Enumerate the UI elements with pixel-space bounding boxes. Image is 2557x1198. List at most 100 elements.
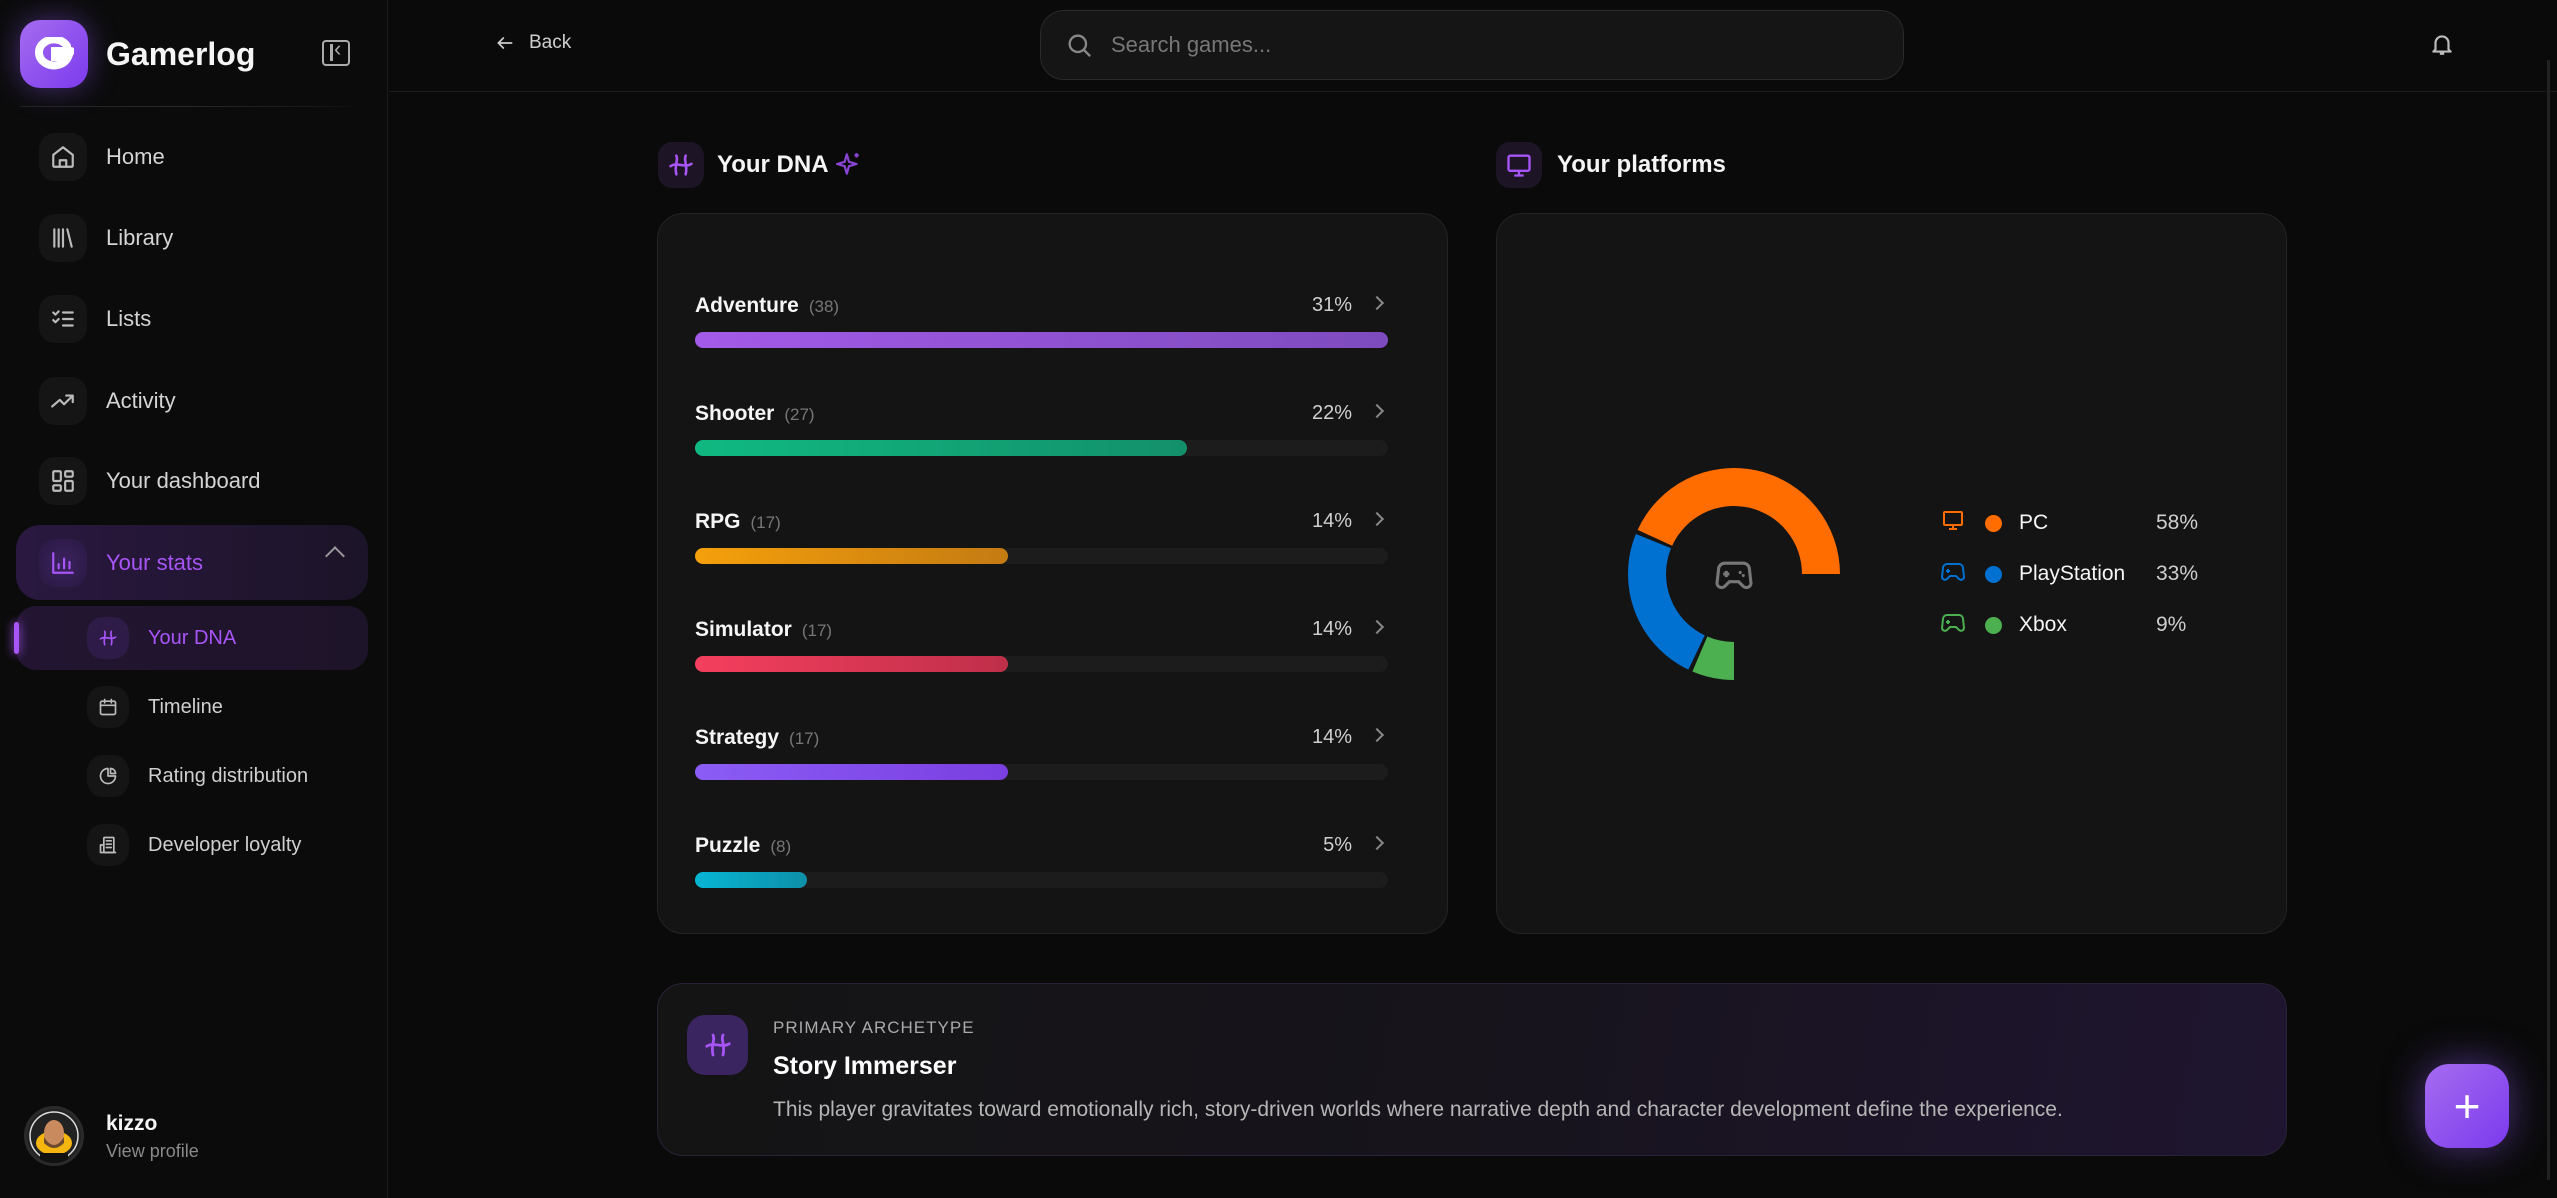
sidebar-item-library[interactable]: Library [39, 213, 173, 263]
user-name[interactable]: kizzo [106, 1112, 158, 1135]
bell-icon[interactable] [2429, 30, 2455, 58]
chevron-up-icon[interactable] [325, 546, 345, 566]
search-bar[interactable] [1040, 10, 1904, 80]
view-profile-link[interactable]: View profile [106, 1141, 199, 1161]
sidebar-subitem-label: Rating distribution [148, 764, 309, 787]
genre-percent: 14% [1311, 510, 1352, 532]
arrow-left-icon [497, 37, 513, 49]
genre-bar-track [695, 332, 1388, 348]
genre-name: Simulator [695, 618, 792, 641]
genre-row-simulator[interactable]: Simulator (17) 14% [695, 618, 1388, 700]
chevron-right-icon[interactable] [1369, 835, 1385, 851]
genre-row-puzzle[interactable]: Puzzle (8) 5% [695, 834, 1388, 916]
genre-bar-track [695, 440, 1388, 456]
genre-bar-fill [695, 656, 1008, 672]
gamepad-icon [1940, 560, 1966, 588]
platform-percent: 33% [2156, 562, 2199, 585]
sidebar-item-label: Your dashboard [106, 468, 261, 493]
dna-icon [687, 1015, 748, 1075]
search-icon [1068, 34, 1091, 57]
archetype-eyebrow: PRIMARY ARCHETYPE [773, 1018, 975, 1037]
donut-segment-xbox[interactable] [1692, 636, 1734, 680]
genre-row-adventure[interactable]: Adventure (38) 31% [695, 294, 1388, 376]
genre-count: (27) [784, 405, 815, 424]
sidebar-item-label: Home [106, 144, 165, 169]
donut-segment-pc[interactable] [1637, 467, 1840, 574]
platform-name: Xbox [2019, 613, 2067, 636]
app-logo[interactable] [20, 20, 88, 88]
sidebar-item-label: Your stats [106, 549, 204, 575]
gamepad-icon [1715, 561, 1753, 590]
genre-count: (38) [808, 297, 840, 316]
home-icon [39, 133, 87, 181]
dna-icon [87, 617, 129, 659]
monitor-icon [1941, 508, 1965, 538]
chevron-right-icon[interactable] [1369, 403, 1385, 419]
genre-row-strategy[interactable]: Strategy (17) 14% [695, 726, 1388, 808]
legend-dot [1985, 565, 2002, 583]
sidebar-subitem-label: Timeline [148, 695, 223, 718]
legend-dot [1985, 616, 2002, 634]
sidebar-item-your-stats[interactable]: Your stats [16, 525, 368, 600]
genre-bar-track [695, 764, 1388, 780]
scrollbar[interactable] [2547, 60, 2550, 1180]
search-input[interactable] [1111, 32, 1871, 58]
bar-chart-icon [39, 538, 87, 587]
genre-percent: 14% [1311, 618, 1352, 640]
genre-bar-fill [695, 548, 1008, 564]
platform-donut-chart [1628, 467, 1840, 680]
genre-percent: 14% [1311, 726, 1352, 748]
gamepad-icon [1940, 611, 1966, 639]
avatar[interactable] [24, 1106, 84, 1166]
collapse-sidebar-icon[interactable] [322, 36, 350, 66]
genre-row-shooter[interactable]: Shooter (27) 22% [695, 402, 1388, 484]
genre-bar-fill [695, 764, 1008, 780]
genre-count: (17) [789, 729, 820, 748]
chevron-right-icon[interactable] [1369, 295, 1385, 311]
donut-segment-playstation[interactable] [1628, 533, 1705, 670]
legend-item-playstation[interactable]: PlayStation 33% [1940, 559, 2199, 589]
pie-icon [87, 755, 129, 797]
building-icon [87, 824, 129, 866]
sidebar-subitem-timeline[interactable]: Timeline [87, 685, 223, 729]
sidebar-item-activity[interactable]: Activity [39, 376, 176, 426]
platform-name: PlayStation [2019, 562, 2126, 585]
chevron-right-icon[interactable] [1369, 511, 1385, 527]
legend-item-xbox[interactable]: Xbox 9% [1940, 610, 2186, 640]
sidebar-item-label: Lists [106, 306, 152, 331]
genre-bar-fill [695, 872, 807, 888]
genre-count: (8) [770, 837, 792, 856]
dna-icon [658, 142, 704, 188]
sidebar-subitem-label: Developer loyalty [148, 833, 302, 856]
chevron-right-icon[interactable] [1369, 727, 1385, 743]
trending-icon [39, 377, 87, 425]
sidebar-item-label: Activity [106, 388, 176, 413]
dna-card: Adventure (38) 31% Shooter (27) 22% RPG (17… [657, 213, 1448, 934]
sidebar-subitem-developer-loyalty[interactable]: Developer loyalty [87, 823, 301, 867]
genre-label: Simulator (17) [695, 618, 832, 642]
sidebar-subitem-active-bg [16, 606, 368, 670]
genre-bar-track [695, 548, 1388, 564]
genre-label: Shooter (27) [695, 402, 815, 426]
chevron-right-icon[interactable] [1369, 619, 1385, 635]
legend-item-pc[interactable]: PC 58% [1941, 508, 2198, 538]
genre-name: Adventure [695, 294, 799, 317]
sidebar-item-dashboard[interactable]: Your dashboard [39, 456, 261, 506]
archetype-card: PRIMARY ARCHETYPE Story Immerser This pl… [657, 983, 2287, 1156]
genre-name: Strategy [695, 726, 780, 749]
archetype-description: This player gravitates toward emotionall… [773, 1098, 2063, 1121]
genre-row-rpg[interactable]: RPG (17) 14% [695, 510, 1388, 592]
sidebar-subitem-rating-distribution[interactable]: Rating distribution [87, 754, 308, 798]
platform-name: PC [2019, 511, 2049, 534]
add-button[interactable]: + [2425, 1064, 2509, 1148]
genre-label: Strategy (17) [695, 726, 819, 750]
genre-bar-fill [695, 440, 1187, 456]
sidebar-item-home[interactable]: Home [39, 132, 165, 182]
sidebar-item-lists[interactable]: Lists [39, 294, 151, 344]
platforms-card [1496, 213, 2287, 934]
back-label: Back [529, 32, 572, 53]
genre-label: Adventure (38) [695, 294, 839, 318]
genre-percent: 5% [1323, 834, 1352, 856]
sidebar-subitem-your-dna[interactable]: Your DNA [87, 616, 236, 660]
back-button[interactable]: Back [495, 32, 571, 54]
